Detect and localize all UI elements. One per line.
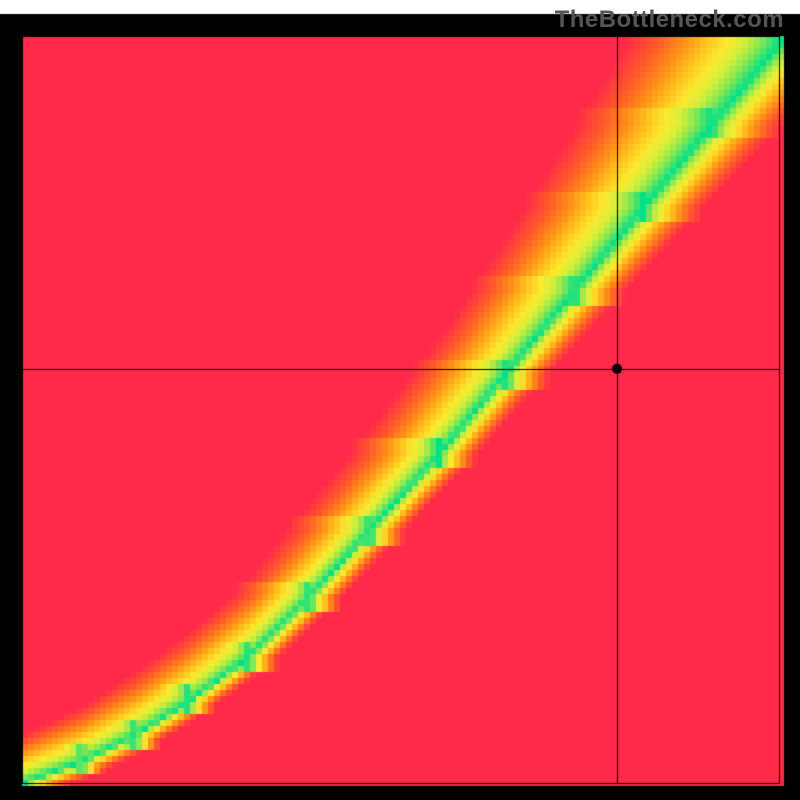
bottleneck-heatmap: [0, 0, 800, 800]
chart-stage: TheBottleneck.com: [0, 0, 800, 800]
